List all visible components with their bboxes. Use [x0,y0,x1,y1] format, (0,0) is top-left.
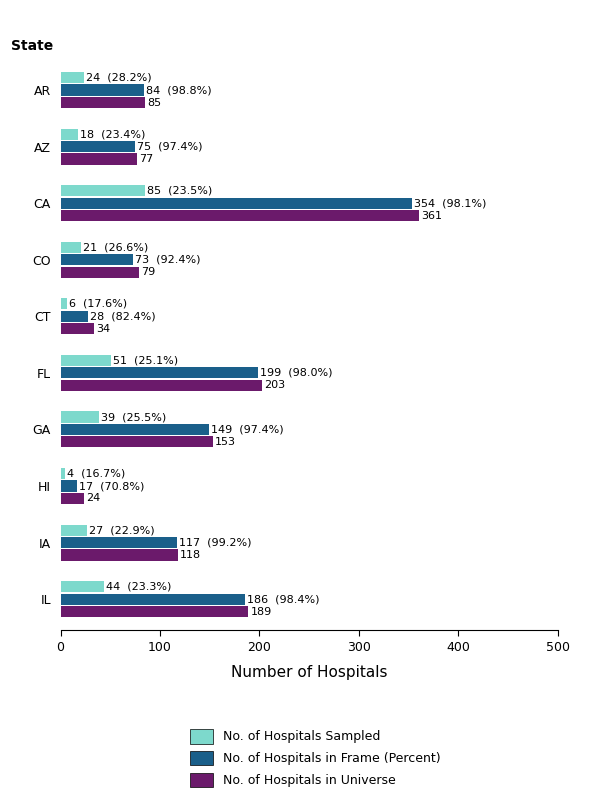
Text: 354  (98.1%): 354 (98.1%) [415,198,487,208]
Text: 79: 79 [141,267,155,277]
Text: 84  (98.8%): 84 (98.8%) [146,85,211,95]
Bar [61,537,177,548]
Bar [61,154,137,165]
Legend: No. of Hospitals Sampled, No. of Hospitals in Frame (Percent), No. of Hospitals : No. of Hospitals Sampled, No. of Hospita… [184,723,447,793]
Text: 39  (25.5%): 39 (25.5%) [101,412,167,422]
Bar [61,581,104,592]
Text: 189: 189 [250,607,271,617]
Text: 4  (16.7%): 4 (16.7%) [67,469,125,478]
Text: 361: 361 [421,211,442,221]
Text: 24  (28.2%): 24 (28.2%) [87,73,152,82]
Text: 149  (97.4%): 149 (97.4%) [211,424,283,435]
Bar [61,436,213,448]
Bar [61,493,84,504]
Text: 24: 24 [87,494,101,503]
Bar [61,255,133,265]
Bar [61,323,95,335]
Text: 85  (23.5%): 85 (23.5%) [147,186,212,196]
Bar [61,267,139,278]
Bar [61,210,419,221]
Text: 153: 153 [215,437,236,447]
X-axis label: Number of Hospitals: Number of Hospitals [231,665,387,680]
Bar [61,242,81,253]
Text: 73  (92.4%): 73 (92.4%) [135,255,201,265]
Bar [61,72,84,83]
Bar [61,128,79,140]
Text: 21  (26.6%): 21 (26.6%) [84,242,148,252]
Text: 199  (98.0%): 199 (98.0%) [261,368,333,378]
Bar [61,311,88,322]
Bar [61,85,144,95]
Bar [61,298,67,309]
Bar [61,141,135,152]
Text: 44  (23.3%): 44 (23.3%) [106,582,171,591]
Text: 51  (25.1%): 51 (25.1%) [113,356,178,365]
Text: 27  (22.9%): 27 (22.9%) [90,525,155,535]
Text: 17  (70.8%): 17 (70.8%) [79,481,145,491]
Text: State: State [11,40,53,53]
Bar [61,481,78,491]
Text: 28  (82.4%): 28 (82.4%) [90,311,156,322]
Bar [61,185,145,196]
Bar [61,355,112,366]
Bar [61,411,99,423]
Bar [61,424,208,435]
Bar [61,380,262,391]
Text: 75  (97.4%): 75 (97.4%) [137,141,202,152]
Bar [61,97,145,108]
Text: 85: 85 [147,98,161,107]
Text: 18  (23.4%): 18 (23.4%) [81,129,146,139]
Bar [61,549,178,561]
Text: 203: 203 [264,381,285,390]
Bar [61,606,248,617]
Bar [61,368,258,378]
Text: 6  (17.6%): 6 (17.6%) [68,299,127,309]
Bar [61,198,413,208]
Text: 118: 118 [180,550,201,560]
Text: 186  (98.4%): 186 (98.4%) [247,594,320,604]
Bar [61,468,65,479]
Text: 117  (99.2%): 117 (99.2%) [179,537,251,548]
Text: 77: 77 [139,154,153,164]
Bar [61,594,245,604]
Text: 34: 34 [96,324,110,334]
Bar [61,524,87,536]
